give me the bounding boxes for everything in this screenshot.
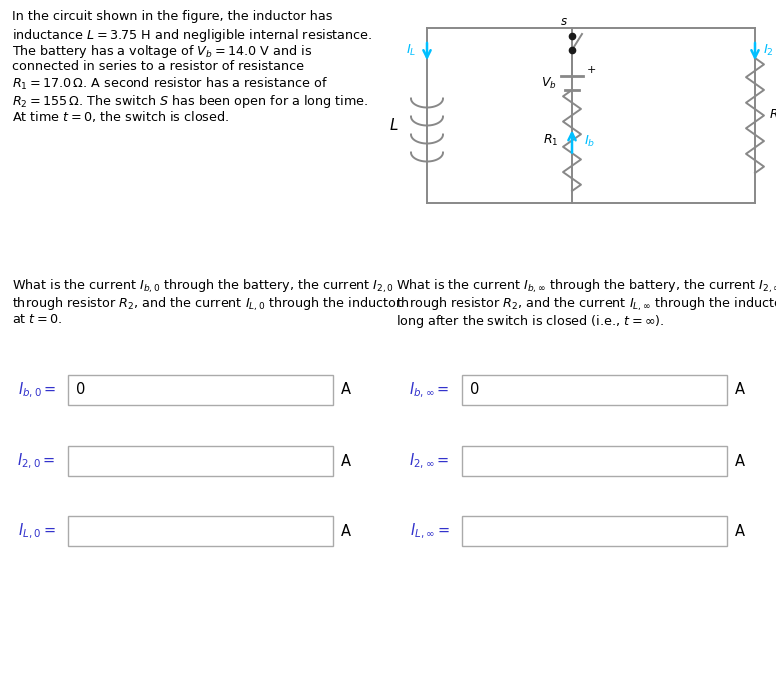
Text: What is the current $I_{b,0}$ through the battery, the current $I_{2,0}$: What is the current $I_{b,0}$ through th… xyxy=(12,278,394,295)
Bar xyxy=(68,375,333,405)
Text: A: A xyxy=(735,453,745,468)
Text: $R_2$: $R_2$ xyxy=(769,108,776,123)
Bar xyxy=(462,375,727,405)
Text: $I_{b,\infty} =$: $I_{b,\infty} =$ xyxy=(410,380,450,400)
Text: A: A xyxy=(735,523,745,538)
Text: $R_1 = 17.0\,\Omega$. A second resistor has a resistance of: $R_1 = 17.0\,\Omega$. A second resistor … xyxy=(12,76,328,92)
Text: $V_b$: $V_b$ xyxy=(542,76,557,91)
Text: A: A xyxy=(341,453,351,468)
Text: $I_{2,\infty} =$: $I_{2,\infty} =$ xyxy=(410,451,450,471)
Text: through resistor $R_2$, and the current $I_{L,\infty}$ through the inductor: through resistor $R_2$, and the current … xyxy=(396,295,776,313)
Bar xyxy=(462,446,727,476)
Text: $L$: $L$ xyxy=(390,118,399,134)
Text: connected in series to a resistor of resistance: connected in series to a resistor of res… xyxy=(12,60,304,73)
Bar xyxy=(68,516,333,546)
Text: at $t = 0$.: at $t = 0$. xyxy=(12,313,62,326)
Text: $I_L$: $I_L$ xyxy=(407,42,417,58)
Text: through resistor $R_2$, and the current $I_{L,0}$ through the inductor: through resistor $R_2$, and the current … xyxy=(12,295,403,313)
Text: $R_1$: $R_1$ xyxy=(542,133,558,148)
Text: $I_b$: $I_b$ xyxy=(584,134,595,149)
Text: $I_{2,0} =$: $I_{2,0} =$ xyxy=(18,451,56,471)
Text: 0: 0 xyxy=(76,383,85,398)
Text: A: A xyxy=(735,383,745,398)
Text: $s$: $s$ xyxy=(560,15,568,28)
Text: inductance $L = 3.75$ H and negligible internal resistance.: inductance $L = 3.75$ H and negligible i… xyxy=(12,26,372,44)
Text: At time $t = 0$, the switch is closed.: At time $t = 0$, the switch is closed. xyxy=(12,109,229,124)
Text: A: A xyxy=(341,383,351,398)
Text: $I_{L,\infty} =$: $I_{L,\infty} =$ xyxy=(411,521,450,541)
Text: $I_{b,0} =$: $I_{b,0} =$ xyxy=(18,380,56,400)
Text: $I_{L,0} =$: $I_{L,0} =$ xyxy=(19,521,56,541)
Text: 0: 0 xyxy=(470,383,480,398)
Text: $+$: $+$ xyxy=(586,64,596,75)
Bar xyxy=(462,516,727,546)
Text: In the circuit shown in the figure, the inductor has: In the circuit shown in the figure, the … xyxy=(12,10,332,23)
Text: The battery has a voltage of $V_b = 14.0$ V and is: The battery has a voltage of $V_b = 14.0… xyxy=(12,43,312,60)
Text: $I_2$: $I_2$ xyxy=(763,42,774,58)
Text: A: A xyxy=(341,523,351,538)
Bar xyxy=(68,446,333,476)
Text: long after the switch is closed (i.e., $t = \infty$).: long after the switch is closed (i.e., $… xyxy=(396,313,664,330)
Text: What is the current $I_{b,\infty}$ through the battery, the current $I_{2,\infty: What is the current $I_{b,\infty}$ throu… xyxy=(396,278,776,295)
Text: $R_2 = 155\,\Omega$. The switch $S$ has been open for a long time.: $R_2 = 155\,\Omega$. The switch $S$ has … xyxy=(12,92,369,109)
